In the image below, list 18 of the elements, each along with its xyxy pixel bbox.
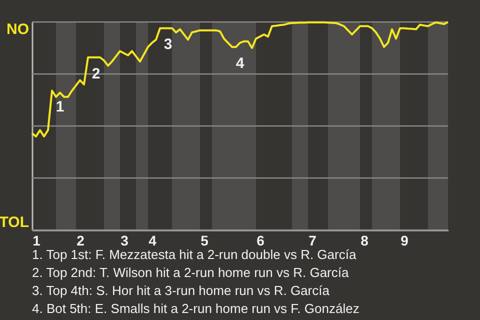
text: 2. Top 2nd: T. Wilson hit a 2-run home run vs R. García	[32, 264, 350, 282]
x-tick-label: 7	[308, 232, 317, 248]
x-tick-label: 4	[148, 232, 157, 248]
x-tick-label: 3	[120, 232, 129, 248]
text: 1. Top 1st: F. Mezzatesta hit a 2-run double vs R. García	[32, 246, 358, 264]
annotation: 3	[164, 36, 172, 54]
annotation: 2	[92, 65, 100, 82]
x-tick-label: 2	[76, 232, 85, 248]
x-tick-label: 8	[360, 232, 369, 248]
text: NO	[6, 21, 30, 38]
text: 3. Top 4th: S. Hor hit a 3-run home run vs R. García	[32, 282, 330, 300]
text: 4. Bot 5th: E. Smalls hit a 2-run home run vs F. González	[32, 300, 360, 318]
x-tick-label: 9	[400, 232, 409, 248]
annotation: 4	[236, 54, 245, 72]
x-tick-label: 6	[256, 232, 265, 248]
annotation: 1	[56, 98, 64, 116]
x-tick-label: 1	[32, 232, 41, 248]
x-tick-label: 5	[200, 232, 209, 248]
